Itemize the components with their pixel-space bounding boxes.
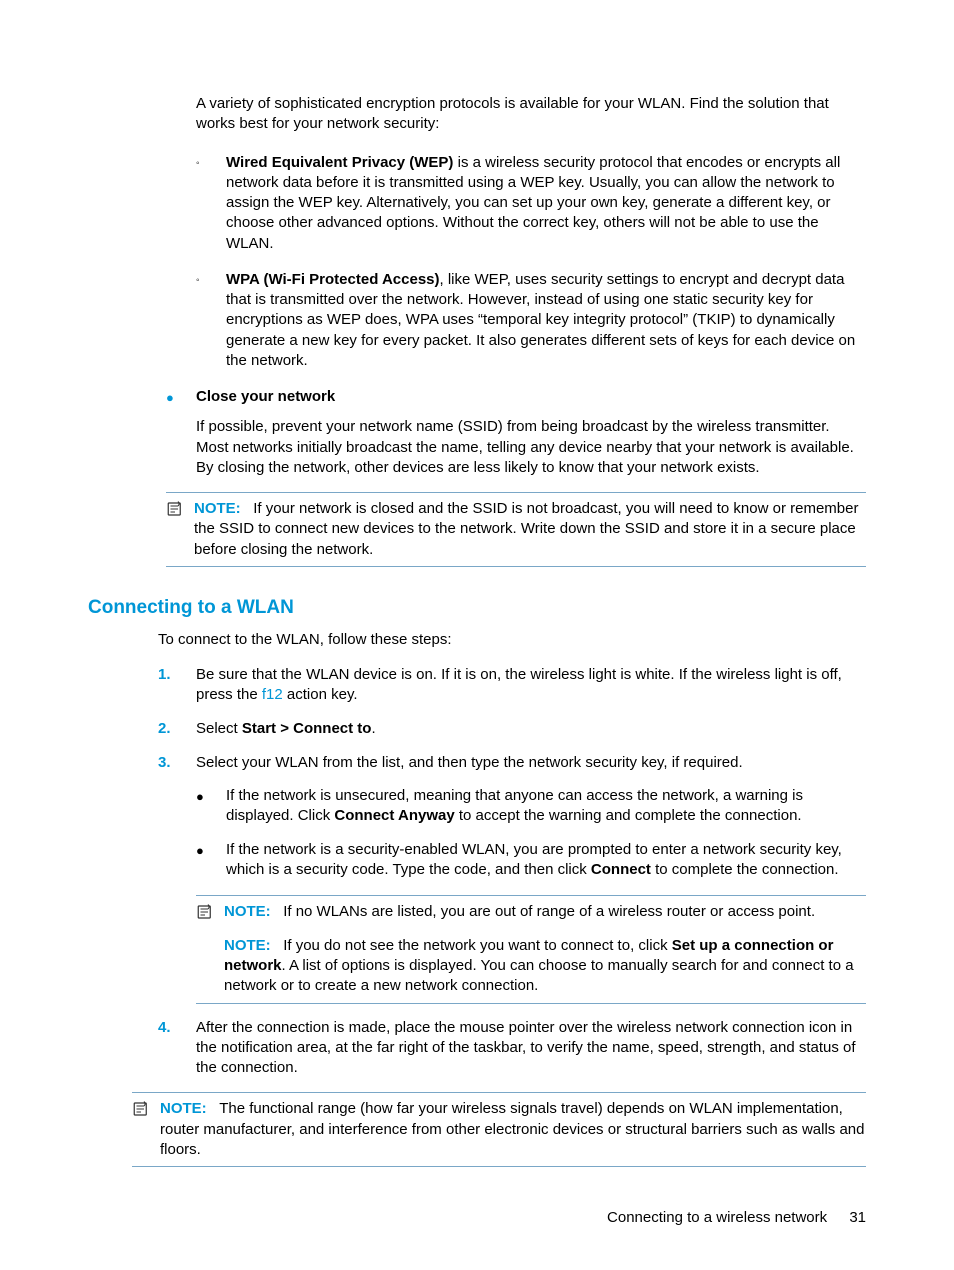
bullet-icon: ● (196, 840, 226, 881)
note-icon (166, 499, 194, 560)
step-1: 1. Be sure that the WLAN device is on. I… (158, 665, 866, 706)
solid-bullet-icon: ● (166, 387, 196, 407)
lead-text: To connect to the WLAN, follow these ste… (158, 630, 866, 650)
sub-a-post: to accept the warning and complete the c… (455, 807, 802, 824)
section-heading: Connecting to a WLAN (88, 595, 866, 621)
note1-body: NOTE: If your network is closed and the … (194, 499, 866, 560)
wep-item: ◦ Wired Equivalent Privacy (WEP) is a wi… (196, 153, 866, 254)
step3-sublist: ● If the network is unsecured, meaning t… (196, 786, 866, 881)
wpa-item: ◦ WPA (Wi-Fi Protected Access), like WEP… (196, 270, 866, 371)
intro-paragraph: A variety of sophisticated encryption pr… (196, 94, 866, 135)
open-bullet-icon: ◦ (196, 270, 226, 371)
note1-text: If your network is closed and the SSID i… (194, 500, 858, 558)
step-number: 2. (158, 719, 196, 739)
sub-b-bold: Connect (591, 861, 651, 878)
step3-sub-a: ● If the network is unsecured, meaning t… (196, 786, 866, 827)
note3-text: The functional range (how far your wirel… (160, 1100, 865, 1158)
step2-bold: Start > Connect to (242, 720, 372, 737)
note-label: NOTE: (224, 937, 271, 954)
step4-text: After the connection is made, place the … (196, 1018, 866, 1079)
close-network-item: ● Close your network (166, 387, 866, 407)
close-title: Close your network (196, 388, 335, 405)
bullet-icon: ● (196, 786, 226, 827)
document-page: A variety of sophisticated encryption pr… (0, 0, 954, 1270)
note-box-2: NOTE: If no WLANs are listed, you are ou… (196, 895, 866, 1004)
step1-body: Be sure that the WLAN device is on. If i… (196, 665, 866, 706)
step3-text: Select your WLAN from the list, and then… (196, 753, 866, 773)
note2-second-post: . A list of options is displayed. You ca… (224, 957, 854, 994)
sub-a-body: If the network is unsecured, meaning tha… (226, 786, 866, 827)
step-4: 4. After the connection is made, place t… (158, 1018, 866, 1079)
close-text: If possible, prevent your network name (… (196, 417, 866, 478)
page-number: 31 (849, 1209, 866, 1226)
page-footer: Connecting to a wireless network 31 (607, 1208, 866, 1228)
note2-first: If no WLANs are listed, you are out of r… (283, 903, 815, 920)
note-label: NOTE: (194, 500, 241, 517)
encryption-list: ◦ Wired Equivalent Privacy (WEP) is a wi… (196, 153, 866, 372)
step3-sub-b: ● If the network is a security-enabled W… (196, 840, 866, 881)
note2-body: NOTE: If no WLANs are listed, you are ou… (224, 902, 866, 997)
note-icon (132, 1099, 160, 1160)
sub-a-bold: Connect Anyway (334, 807, 454, 824)
step2-post: . (371, 720, 375, 737)
note-box-3: NOTE: The functional range (how far your… (132, 1092, 866, 1167)
note3-body: NOTE: The functional range (how far your… (160, 1099, 866, 1160)
step-3: 3. Select your WLAN from the list, and t… (158, 753, 866, 1003)
wpa-body: WPA (Wi-Fi Protected Access), like WEP, … (226, 270, 866, 371)
note-label: NOTE: (224, 903, 271, 920)
step-number: 1. (158, 665, 196, 706)
wep-title: Wired Equivalent Privacy (WEP) (226, 154, 453, 171)
note-icon (196, 902, 224, 997)
wpa-title: WPA (Wi-Fi Protected Access) (226, 271, 440, 288)
note-label: NOTE: (160, 1100, 207, 1117)
open-bullet-icon: ◦ (196, 153, 226, 254)
step-2: 2. Select Start > Connect to. (158, 719, 866, 739)
step2-pre: Select (196, 720, 242, 737)
note-box-1: NOTE: If your network is closed and the … (166, 492, 866, 567)
wep-body: Wired Equivalent Privacy (WEP) is a wire… (226, 153, 866, 254)
step-number: 4. (158, 1018, 196, 1079)
footer-title: Connecting to a wireless network (607, 1209, 827, 1226)
step-number: 3. (158, 753, 196, 1003)
note2-second-pre: If you do not see the network you want t… (283, 937, 672, 954)
step2-body: Select Start > Connect to. (196, 719, 866, 739)
f12-key: f12 (262, 686, 283, 703)
step1-post: action key. (283, 686, 358, 703)
sub-b-body: If the network is a security-enabled WLA… (226, 840, 866, 881)
steps-list: 1. Be sure that the WLAN device is on. I… (158, 665, 866, 1079)
sub-b-post: to complete the connection. (651, 861, 839, 878)
